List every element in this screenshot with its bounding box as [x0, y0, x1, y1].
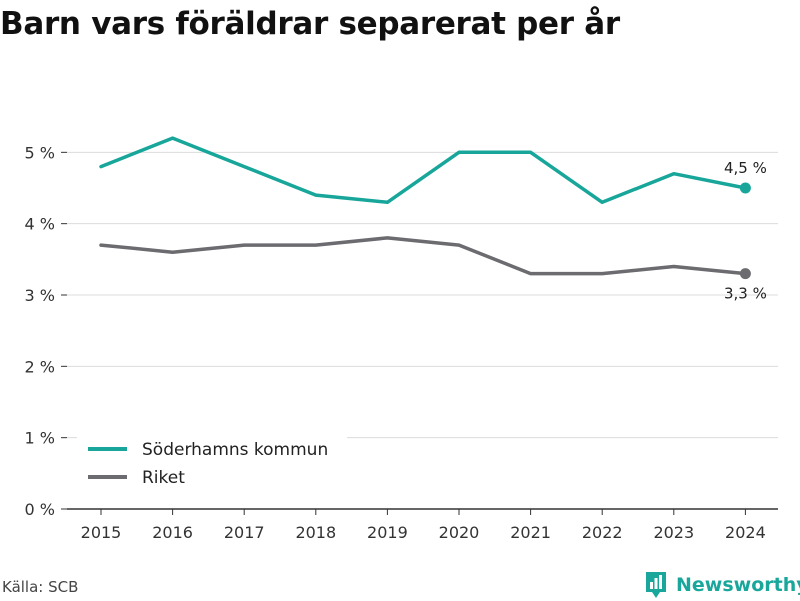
x-tick-label: 2016 — [152, 523, 193, 542]
brand-name: Newsworthy — [676, 574, 800, 596]
x-tick-label: 2015 — [81, 523, 122, 542]
x-tick-label: 2024 — [725, 523, 766, 542]
legend-label: Söderhamns kommun — [142, 440, 328, 460]
x-tick-label: 2019 — [367, 523, 408, 542]
series-end-label: 3,3 % — [724, 285, 767, 303]
bar-chart-icon — [646, 572, 666, 598]
chart-title: Barn vars föräldrar separerat per år — [0, 6, 620, 42]
y-tick-label: 0 % — [25, 500, 55, 519]
series-line — [99, 236, 748, 276]
brand-logo: Newsworthy — [644, 569, 800, 601]
legend: Söderhamns kommun Riket — [77, 435, 347, 493]
grid-lines — [67, 151, 778, 439]
x-axis: 2015 2016 2017 2018 2019 2020 2021 2022 2023 2024 — [67, 508, 778, 542]
y-tick-label: 3 % — [25, 286, 55, 305]
x-tick-label: 2022 — [582, 523, 623, 542]
series-end-label: 4,5 % — [724, 159, 767, 177]
y-tick-label: 2 % — [25, 357, 55, 376]
x-tick-label: 2021 — [510, 523, 551, 542]
series-end-point — [739, 268, 751, 280]
x-tick-label: 2023 — [653, 523, 694, 542]
series-lines: 4,5 % 3,3 % — [99, 136, 767, 303]
x-tick-label: 2017 — [224, 523, 265, 542]
x-tick-label: 2020 — [439, 523, 480, 542]
x-tick-label: 2018 — [295, 523, 336, 542]
series-end-point — [739, 182, 751, 194]
y-tick-label: 4 % — [25, 215, 55, 234]
legend-background — [77, 435, 347, 493]
source-note: Källa: SCB — [2, 578, 79, 596]
legend-label: Riket — [142, 468, 185, 488]
y-tick-label: 5 % — [25, 143, 55, 162]
y-axis-ticks: 0 % 1 % 2 % 3 % 4 % 5 % — [25, 143, 67, 519]
y-tick-label: 1 % — [25, 429, 55, 448]
series-line — [99, 136, 748, 205]
